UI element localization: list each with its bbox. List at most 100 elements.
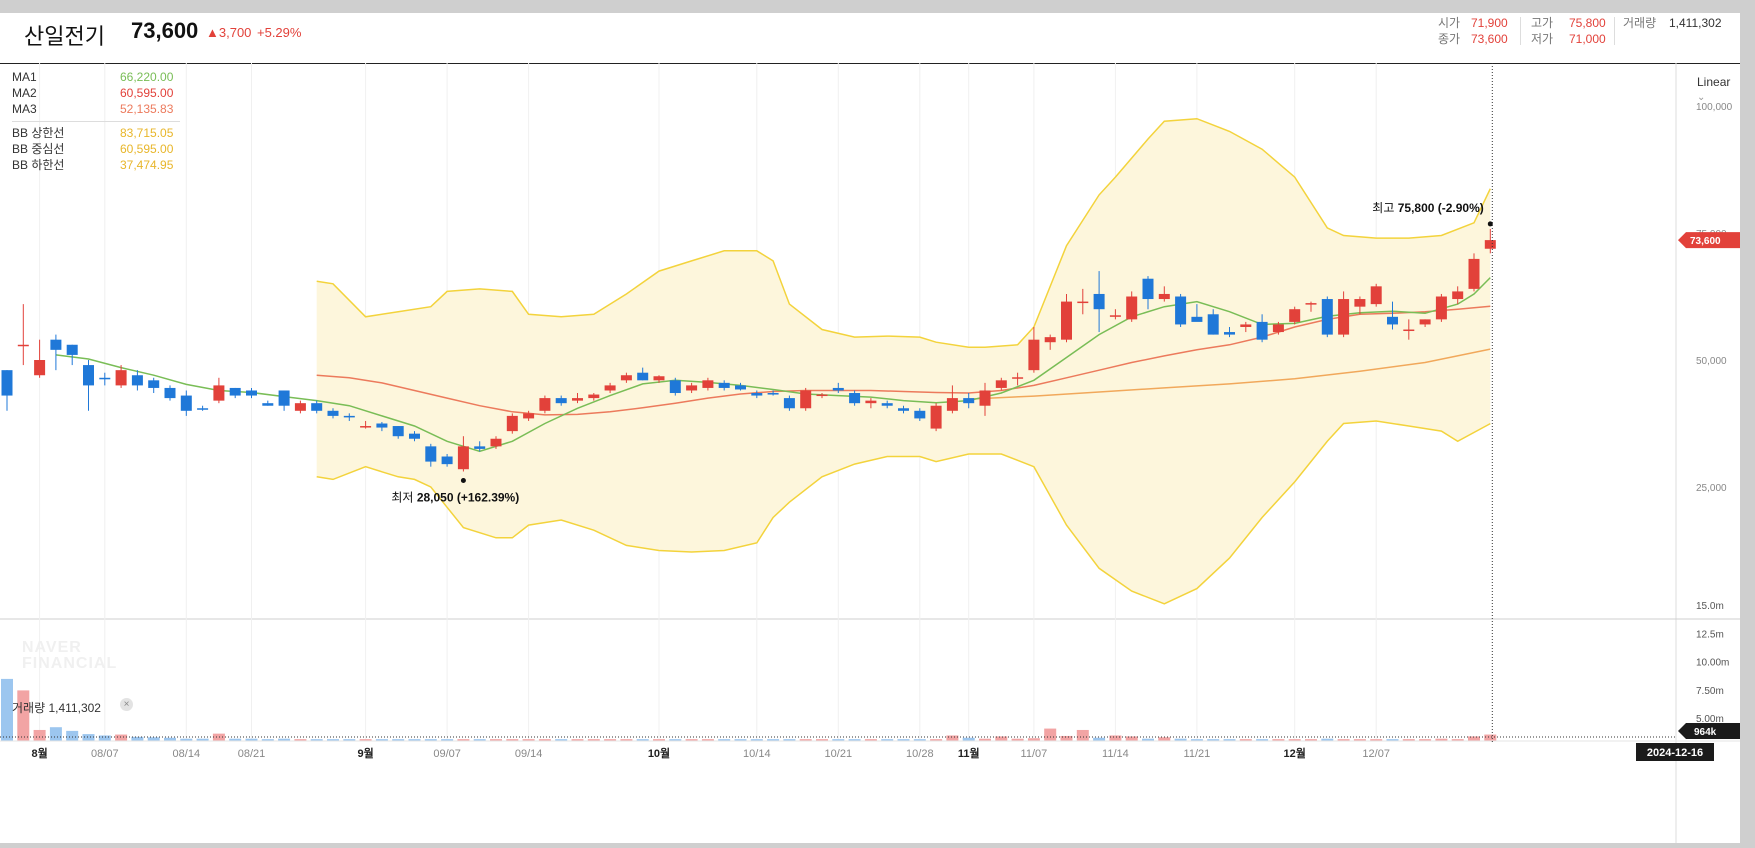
legend-value: 52,135.83 [120, 102, 174, 116]
candle [1403, 319, 1415, 340]
candle [800, 387, 812, 411]
candle [50, 334, 62, 371]
candle-body [1061, 301, 1072, 340]
legend-label: BB 중심선 [12, 142, 65, 156]
candle [832, 382, 844, 394]
candle-body [1256, 321, 1268, 340]
candle-body [1403, 329, 1415, 332]
candle [490, 436, 502, 449]
candle-body [392, 426, 404, 437]
candle [1093, 271, 1105, 333]
candle [1338, 291, 1350, 338]
volume-tick-label: 7.50m [1696, 686, 1724, 697]
legend-bb-lower: BB 하한선 37,474.95 [12, 157, 182, 173]
candle-body [1077, 301, 1089, 304]
candle-body [1012, 377, 1024, 379]
candle [278, 390, 290, 411]
legend-divider [12, 121, 180, 122]
candle-body [800, 390, 812, 409]
scale-dropdown[interactable]: Linear ⌄ [1697, 75, 1740, 103]
legend-label: MA2 [12, 86, 37, 100]
candle [669, 377, 681, 396]
x-tick-label: 9월 [357, 746, 373, 760]
candle [1387, 301, 1398, 330]
watermark-line: FINANCIAL [22, 655, 118, 672]
price-tag-box [1678, 232, 1740, 249]
candle-body [930, 405, 942, 429]
volume-bar [147, 737, 160, 741]
volume-bar [490, 739, 502, 741]
candle [1435, 293, 1447, 322]
volume-bar [1109, 735, 1122, 741]
candle-body [99, 377, 111, 380]
volume-tick-label: 10.00m [1696, 658, 1729, 669]
high-value: 75,800 [1569, 16, 1606, 30]
volume-bar [1370, 739, 1383, 741]
candle-body [1435, 296, 1447, 320]
candle-body [376, 423, 388, 428]
ma3-line [968, 348, 1491, 400]
volume-bar [1305, 739, 1317, 741]
x-tick-label: 10/14 [743, 748, 771, 760]
candle [588, 393, 600, 401]
volume-bar [131, 736, 144, 741]
volume-bar [1125, 736, 1138, 741]
candle [946, 385, 958, 414]
candle [213, 377, 225, 404]
volume-bar [864, 739, 877, 741]
candle-body [246, 390, 257, 396]
candle-body [1126, 296, 1138, 320]
volume-bar [1272, 739, 1285, 741]
volume-bar [1207, 739, 1220, 741]
stock-name: 산일전기 [24, 24, 105, 49]
candle [963, 393, 975, 409]
volume-bar [408, 739, 421, 741]
candle [1484, 228, 1496, 254]
candle [1272, 321, 1284, 335]
candle [816, 393, 828, 399]
candle-body [816, 394, 828, 397]
volume-bar [392, 739, 405, 741]
legend-label: MA3 [12, 102, 37, 116]
candle-body [50, 339, 62, 350]
candle [99, 372, 111, 386]
candle-body [360, 426, 372, 428]
close-label: 종가 [1438, 32, 1461, 46]
candle [555, 395, 567, 406]
candle [849, 390, 861, 406]
volume-bar [441, 739, 454, 741]
volume-bar [1484, 734, 1497, 741]
candle-body [1272, 324, 1284, 333]
candle [1321, 296, 1333, 338]
candle-body [294, 403, 306, 411]
volume-bar [1288, 739, 1301, 741]
candle [148, 377, 160, 394]
close-value: 73,600 [1471, 32, 1508, 46]
close-icon[interactable]: × [120, 698, 133, 711]
extreme-marker [460, 478, 466, 484]
volume-bar [245, 738, 258, 741]
price-change: ▲3,700 [206, 25, 252, 40]
volume-bar [310, 739, 323, 741]
candle [131, 370, 143, 391]
volume-bar [734, 739, 747, 741]
indicator-legend: MA1 66,220.00 MA2 60,595.00 MA3 52,135.83 B… [12, 69, 182, 173]
price-chart[interactable]: 100,00075,00050,00025,00015.0m12.5m10.00… [0, 13, 1740, 843]
candle-body [995, 380, 1007, 388]
volume-bar [49, 727, 62, 741]
candle-body [1452, 291, 1464, 300]
volume-block: 거래량 1,411,302 [1623, 15, 1722, 31]
candle [425, 443, 437, 467]
candle [66, 344, 78, 366]
legend-bb-mid: BB 중심선 60,595.00 [12, 141, 182, 157]
candle-body [1044, 337, 1056, 343]
candle [164, 385, 176, 401]
candle-body [620, 375, 632, 381]
volume-bar [538, 739, 551, 741]
y-tick-label: 100,000 [1696, 102, 1733, 113]
candle [767, 390, 779, 396]
volume-bar [359, 739, 372, 741]
volume-bar [669, 739, 682, 741]
legend-value: 37,474.95 [120, 158, 174, 172]
candle-body [1484, 240, 1496, 249]
